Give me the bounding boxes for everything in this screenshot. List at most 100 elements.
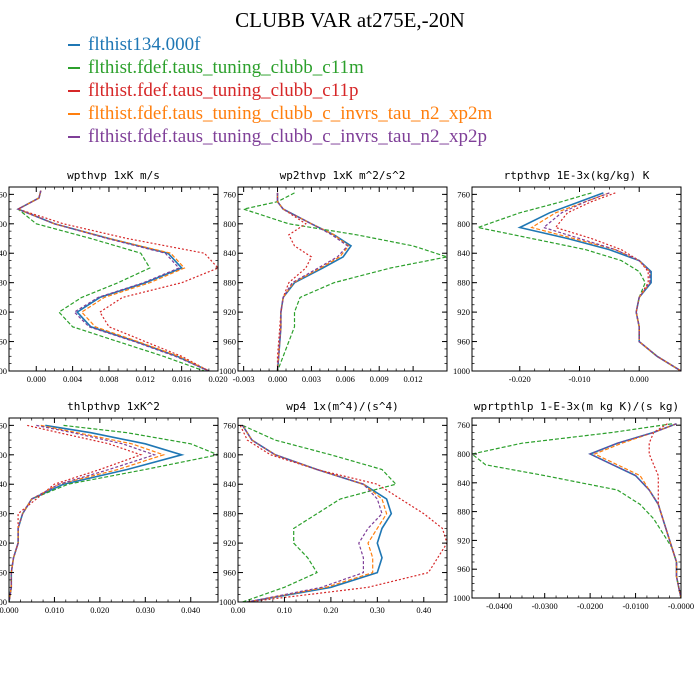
series-line [9,424,166,602]
y-tick-label: 920 [0,538,7,548]
x-tick-label: -0.010 [569,374,591,384]
y-tick-label: 920 [457,535,470,545]
plot-frame [8,417,219,603]
legend-swatch [68,112,80,115]
y-tick-label: 760 [0,189,7,199]
panel: wp4 1x(m^4)/(s^4)76080084088092096010000… [219,400,448,615]
series-line [588,423,681,598]
legend-swatch [68,135,80,138]
series-line [9,424,218,602]
x-tick-label: 0.000 [268,374,287,384]
x-tick-label: 0.009 [370,374,389,384]
x-tick-label: -0.0000 [668,601,694,611]
x-tick-label: 0.016 [172,374,191,384]
series-line [241,192,447,371]
x-tick-label: -0.0400 [486,601,512,611]
y-tick-label: 760 [223,189,236,199]
x-tick-label: 0.30 [370,605,385,615]
y-tick-label: 880 [457,507,470,517]
y-tick-label: 880 [457,278,470,288]
x-tick-label: -0.003 [233,374,255,384]
panel-title: wprtpthlp 1-E-3x(m kg K)/(s kg) [474,400,679,413]
x-tick-label: 0.000 [27,374,46,384]
legend-label: flthist.fdef.taus_tuning_clubb_c11p [88,79,359,101]
series-line [16,190,218,371]
x-tick-label: 0.40 [416,605,431,615]
y-tick-label: 880 [223,278,236,288]
series-line [9,424,157,602]
x-tick-label: 0.010 [45,605,64,615]
y-tick-label: 960 [457,337,470,347]
series-line [242,425,383,602]
series-line [542,192,681,371]
y-tick-label: 760 [457,189,470,199]
legend-label: flthist.fdef.taus_tuning_clubb_c11m [88,56,364,78]
legend-entry: flthist134.000f [68,33,492,56]
y-tick-label: 840 [0,248,7,258]
series-line [239,425,447,602]
x-tick-label: 0.030 [136,605,155,615]
legend-entry: flthist.fdef.taus_tuning_clubb_c11m [68,56,492,79]
plot-frame [237,186,448,372]
y-tick-label: 880 [223,509,236,519]
x-tick-label: 0.020 [208,374,227,384]
y-tick-label: 920 [0,307,7,317]
x-tick-label: -0.0200 [577,601,603,611]
x-tick-label: 0.10 [277,605,292,615]
y-tick-label: 800 [223,219,236,229]
legend-entry: flthist.fdef.taus_tuning_clubb_c11p [68,79,492,102]
panel: wprtpthlp 1-E-3x(m kg K)/(s kg) 760 800 840… [453,400,694,611]
panel-title: thlpthvp 1xK^2 [67,400,160,413]
y-tick-label: 1000 [0,366,7,376]
panel-title: wp2thvp 1xK m^2/s^2 [280,169,406,182]
x-tick-label: -0.0100 [622,601,648,611]
x-tick-label: 0.000 [0,605,19,615]
plot-frame [471,417,682,599]
y-tick-label: 880 [0,509,7,519]
plot-frame [237,417,448,603]
series-line [9,424,185,602]
y-tick-label: 880 [0,278,7,288]
legend: flthist134.000f flthist.fdef.taus_tuning… [68,33,492,148]
figure-title: CLUBB VAR at275E,-20N [235,8,465,32]
legend-swatch [68,66,80,69]
y-tick-label: 840 [223,248,236,258]
series-line [554,192,681,371]
y-tick-label: 800 [0,450,7,460]
panel-title: wpthvp 1xK m/s [67,169,160,182]
x-tick-label: 0.020 [90,605,109,615]
y-tick-label: 1000 [219,597,236,607]
series-line [276,192,349,371]
y-tick-label: 920 [457,307,470,317]
series-line [276,192,313,371]
plot-frame [471,186,682,372]
y-tick-label: 800 [0,219,7,229]
y-tick-label: 960 [223,337,236,347]
legend-swatch [68,43,80,46]
legend-entry: flthist.fdef.taus_tuning_clubb_c_invrs_t… [68,102,492,125]
y-tick-label: 1000 [0,597,7,607]
y-tick-label: 1000 [453,366,470,376]
y-tick-label: 800 [457,449,470,459]
x-tick-label: 0.040 [181,605,200,615]
y-tick-label: 800 [457,219,470,229]
legend-swatch [68,89,80,92]
x-tick-label: 0.012 [136,374,155,384]
y-tick-label: 960 [0,337,7,347]
series-line [588,423,681,598]
x-tick-label: 0.003 [302,374,321,384]
series-line [472,423,681,598]
y-tick-label: 960 [0,568,7,578]
series-line [276,192,353,371]
x-tick-label: 0.00 [231,605,246,615]
y-tick-label: 1000 [453,593,470,603]
y-tick-label: 840 [457,248,470,258]
x-tick-label: 0.000 [630,374,649,384]
panel-title: rtpthvp 1E-3x(kg/kg) K [504,169,650,182]
x-tick-label: 0.20 [323,605,338,615]
x-tick-label: 0.012 [404,374,423,384]
x-tick-label: 0.004 [63,374,83,384]
y-tick-label: 920 [223,307,236,317]
x-tick-label: -0.0300 [532,601,558,611]
